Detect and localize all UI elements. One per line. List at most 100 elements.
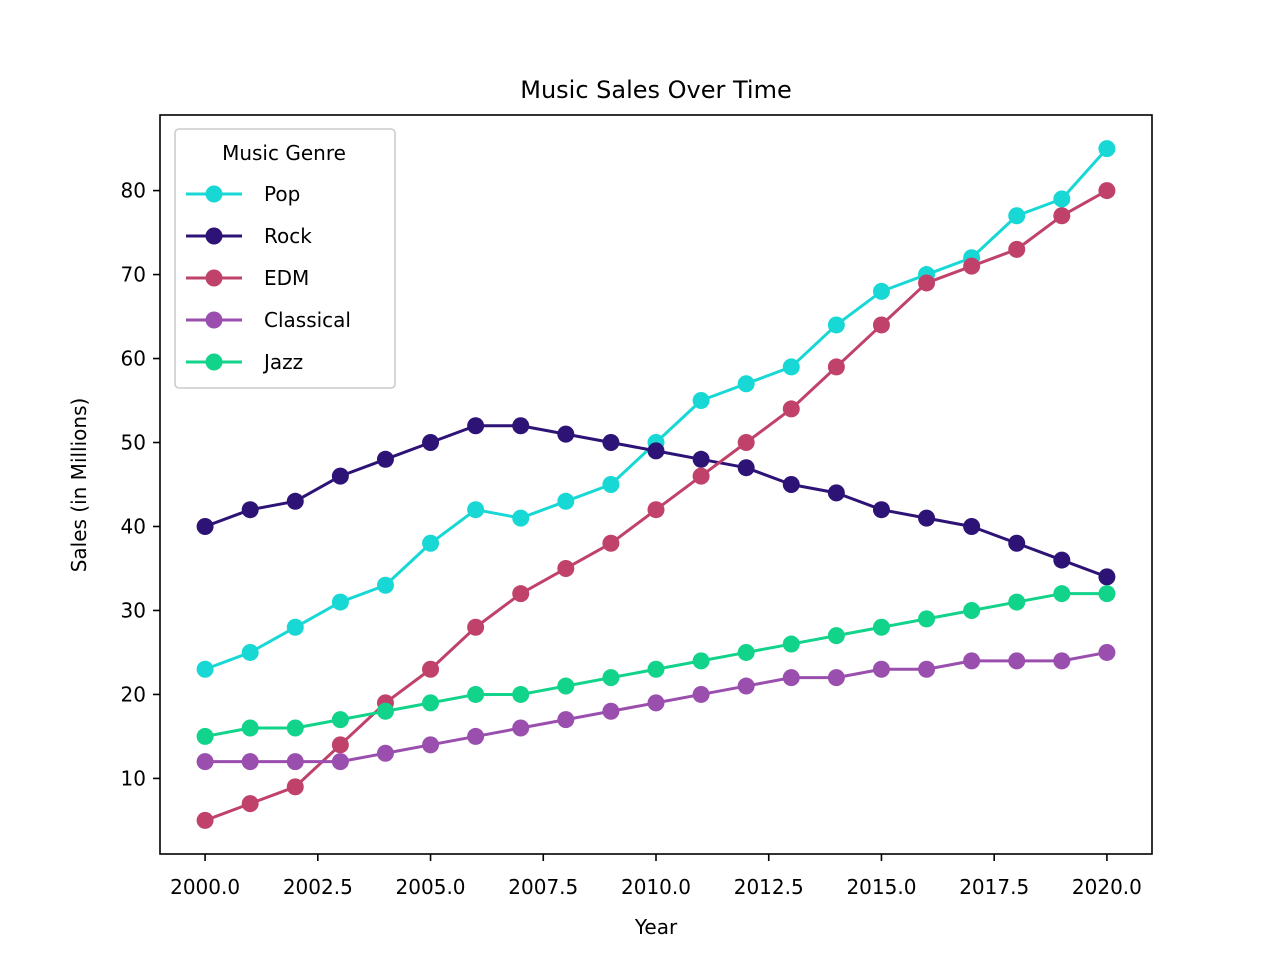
data-point-jazz [286, 719, 304, 737]
x-tick-label: 2005.0 [396, 875, 466, 899]
data-point-pop [467, 501, 485, 519]
data-point-pop [1008, 207, 1026, 225]
x-tick-label: 2002.5 [283, 875, 353, 899]
data-point-classical [241, 753, 259, 771]
data-point-rock [737, 459, 755, 477]
legend-label-rock: Rock [264, 224, 312, 248]
x-tick-label: 2017.5 [959, 875, 1029, 899]
data-point-classical [1098, 643, 1116, 661]
data-point-classical [422, 736, 440, 754]
data-point-rock [963, 517, 981, 535]
data-point-rock [196, 517, 214, 535]
y-tick-label: 80 [121, 179, 146, 203]
data-point-edm [692, 467, 710, 485]
legend-marker-classical [205, 311, 223, 329]
data-point-jazz [1053, 585, 1071, 603]
legend-marker-pop [205, 185, 223, 203]
data-point-rock [331, 467, 349, 485]
data-point-edm [602, 534, 620, 552]
data-point-classical [602, 702, 620, 720]
legend-label-classical: Classical [264, 308, 351, 332]
data-point-pop [737, 375, 755, 393]
data-point-classical [331, 753, 349, 771]
data-point-jazz [241, 719, 259, 737]
data-point-classical [872, 660, 890, 678]
data-point-pop [692, 392, 710, 410]
data-point-jazz [602, 669, 620, 687]
x-axis: 2000.0 2002.5 2005.0 2007.5 2010.0 2012.5 2015… [170, 854, 1142, 899]
y-axis: 10 20 30 40 50 60 70 80 [121, 179, 160, 790]
data-point-edm [241, 795, 259, 813]
data-point-classical [692, 685, 710, 703]
data-point-jazz [557, 677, 575, 695]
plot-area [196, 140, 1116, 829]
data-point-classical [196, 753, 214, 771]
legend-marker-edm [205, 269, 223, 287]
data-point-edm [512, 585, 530, 603]
y-tick-label: 50 [121, 431, 146, 455]
data-point-pop [286, 618, 304, 636]
data-point-edm [827, 358, 845, 376]
data-point-rock [647, 442, 665, 460]
x-tick-label: 2007.5 [508, 875, 578, 899]
data-point-jazz [196, 727, 214, 745]
data-point-edm [1053, 207, 1071, 225]
legend-label-pop: Pop [264, 182, 300, 206]
data-point-classical [737, 677, 755, 695]
y-tick-label: 40 [121, 514, 146, 538]
data-point-jazz [918, 610, 936, 628]
data-point-pop [1098, 140, 1116, 158]
y-tick-label: 20 [121, 682, 146, 706]
data-point-rock [692, 450, 710, 468]
data-point-edm [872, 316, 890, 334]
data-point-rock [376, 450, 394, 468]
data-point-jazz [331, 711, 349, 729]
data-point-jazz [737, 643, 755, 661]
data-point-edm [467, 618, 485, 636]
data-point-classical [1053, 652, 1071, 670]
data-point-rock [286, 492, 304, 510]
x-tick-label: 2015.0 [846, 875, 916, 899]
x-tick-label: 2010.0 [621, 875, 691, 899]
data-point-classical [827, 669, 845, 687]
data-point-classical [557, 711, 575, 729]
legend-label-edm: EDM [264, 266, 309, 290]
y-axis-title: Sales (in Millions) [67, 398, 91, 573]
y-tick-label: 70 [121, 263, 146, 287]
y-tick-label: 10 [121, 766, 146, 790]
legend: Music Genre Pop Rock EDM Classical Jazz [174, 128, 396, 389]
data-point-edm [196, 811, 214, 829]
y-tick-label: 30 [121, 598, 146, 622]
data-point-rock [918, 509, 936, 527]
data-point-classical [286, 753, 304, 771]
x-axis-title: Year [634, 915, 678, 939]
x-tick-label: 2012.5 [734, 875, 804, 899]
data-point-pop [1053, 190, 1071, 208]
data-point-jazz [782, 635, 800, 653]
data-point-pop [331, 593, 349, 611]
x-tick-label: 2020.0 [1072, 875, 1142, 899]
data-point-classical [1008, 652, 1026, 670]
chart-title: Music Sales Over Time [520, 76, 792, 104]
data-point-pop [782, 358, 800, 376]
data-point-classical [782, 669, 800, 687]
data-point-rock [512, 417, 530, 435]
data-point-jazz [512, 685, 530, 703]
data-point-jazz [422, 694, 440, 712]
data-point-classical [512, 719, 530, 737]
data-point-jazz [647, 660, 665, 678]
data-point-rock [872, 501, 890, 519]
data-point-pop [376, 576, 394, 594]
data-point-rock [1098, 568, 1116, 586]
data-point-classical [647, 694, 665, 712]
x-tick-label: 2000.0 [170, 875, 240, 899]
data-point-jazz [376, 702, 394, 720]
data-point-edm [331, 736, 349, 754]
data-point-classical [918, 660, 936, 678]
data-point-edm [737, 434, 755, 452]
data-point-pop [512, 509, 530, 527]
data-point-jazz [467, 685, 485, 703]
legend-marker-jazz [205, 353, 223, 371]
legend-marker-rock [205, 227, 223, 245]
